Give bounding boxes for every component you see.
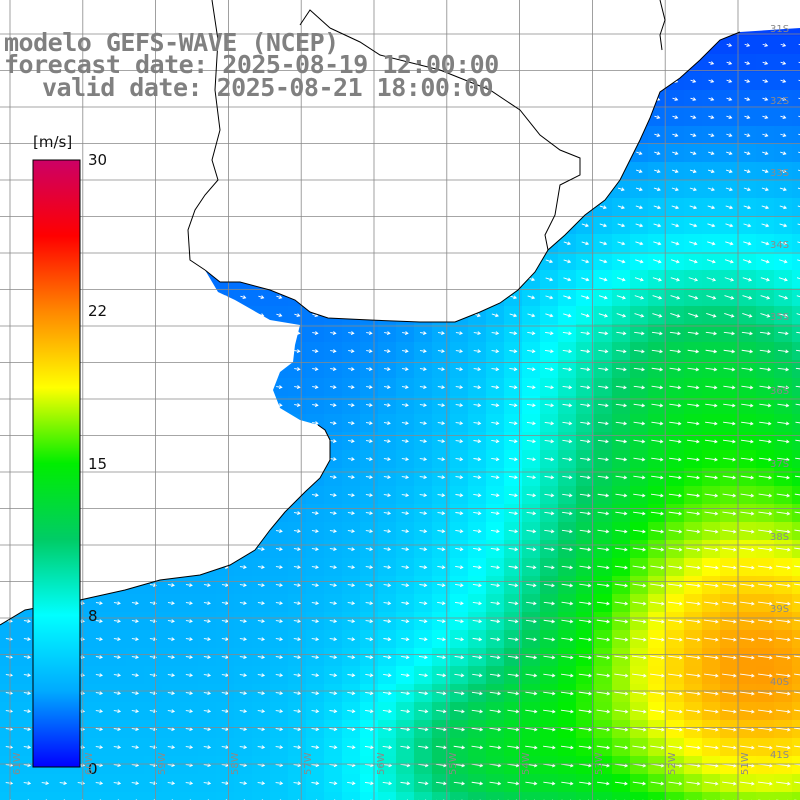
colorbar: [32, 159, 81, 768]
lat-label-41s: 41S: [770, 750, 790, 761]
coastline-3: [329, 27, 581, 251]
title-valid-date: valid date: 2025-08-21 18:00:00: [42, 73, 494, 102]
coastline-1: [0, 424, 331, 626]
lat-label-31s: 31S: [770, 24, 790, 35]
colorbar-units: [m/s]: [33, 133, 73, 151]
coastline-0: [204, 31, 741, 323]
coastline-5: [659, 0, 666, 51]
colorbar-tick-30: 30: [88, 151, 108, 169]
lat-label-38s: 38S: [770, 532, 790, 543]
colorbar-gradient: [32, 159, 81, 768]
lon-label-59w: 59W: [157, 752, 168, 775]
lat-label-32s: 32S: [770, 96, 790, 107]
coastline-4: [299, 9, 331, 29]
colorbar-tick-22: 22: [88, 302, 108, 320]
lon-label-55w: 55W: [448, 752, 459, 775]
lon-label-51w: 51W: [740, 752, 751, 775]
lat-label-36s: 36S: [770, 386, 790, 397]
colorbar-tick-15: 15: [88, 455, 108, 473]
colorbar-tick-8: 8: [88, 607, 98, 625]
lat-label-33s: 33S: [770, 168, 790, 179]
lon-label-60w: 60W: [84, 752, 95, 775]
lon-label-53w: 53W: [594, 752, 605, 775]
colorbar-tick-0: 0: [88, 760, 98, 778]
lon-label-61w: 61W: [12, 752, 23, 775]
lat-label-37s: 37S: [770, 459, 790, 470]
lon-label-58w: 58W: [230, 752, 241, 775]
lat-label-40s: 40S: [770, 677, 790, 688]
lon-label-57w: 57W: [303, 752, 314, 775]
coastline-2: [187, 0, 221, 271]
lon-label-52w: 52W: [667, 752, 678, 775]
lon-label-54w: 54W: [521, 752, 532, 775]
title-model: modelo GEFS-WAVE (NCEP): [4, 28, 339, 57]
lat-label-39s: 39S: [770, 604, 790, 615]
lat-label-35s: 35S: [770, 312, 790, 323]
lat-label-34s: 34S: [770, 240, 790, 251]
lon-label-56w: 56W: [376, 752, 387, 775]
coastline-borders: [0, 0, 741, 626]
title-forecast-date: forecast date: 2025-08-19 12:00:00: [4, 50, 499, 79]
